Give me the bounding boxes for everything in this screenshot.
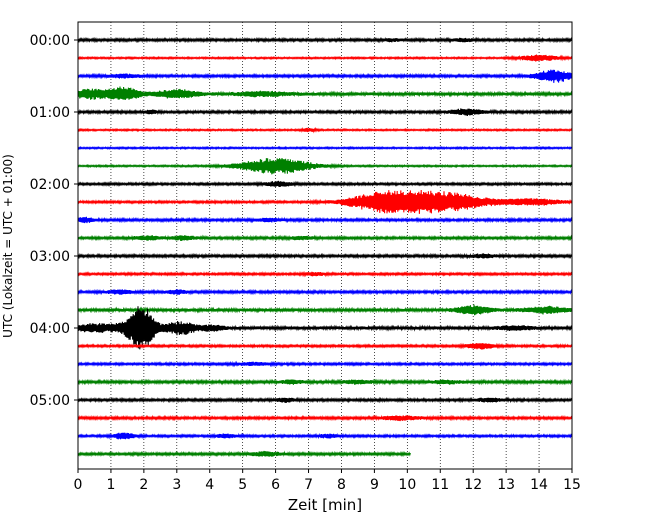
trace-0515 bbox=[77, 414, 573, 422]
trace-0330 bbox=[77, 288, 573, 296]
trace-0300 bbox=[77, 252, 573, 260]
trace-0045 bbox=[77, 86, 573, 100]
x-tick-label: 12 bbox=[464, 477, 482, 493]
trace-0145 bbox=[77, 157, 573, 175]
x-tick-label: 4 bbox=[205, 477, 214, 493]
trace-0315 bbox=[77, 270, 573, 278]
x-tick-label: 9 bbox=[370, 477, 379, 493]
trace-0100 bbox=[77, 108, 573, 116]
trace-0445 bbox=[77, 378, 573, 386]
x-tick-label: 14 bbox=[530, 477, 548, 493]
y-tick-label: 02:00 bbox=[30, 177, 70, 193]
x-gridlines bbox=[110, 22, 540, 469]
x-axis-label: Zeit [min] bbox=[288, 496, 362, 514]
y-tick-label: 03:00 bbox=[30, 249, 70, 265]
y-tick-label: 04:00 bbox=[30, 321, 70, 337]
trace-0545 bbox=[77, 450, 411, 458]
y-tick-label: 00:00 bbox=[30, 33, 70, 49]
y-axis: 00:00 01:00 02:00 03:00 04:00 05:00 bbox=[30, 33, 78, 409]
x-tick-label: 0 bbox=[74, 477, 83, 493]
plot-frame bbox=[77, 21, 573, 470]
trace-0000 bbox=[77, 36, 573, 44]
y-axis-label: UTC (Lokalzeit = UTC + 01:00) bbox=[1, 154, 15, 338]
y-tick-label: 01:00 bbox=[30, 105, 70, 121]
x-tick-label: 15 bbox=[563, 477, 581, 493]
trace-0530 bbox=[77, 432, 573, 440]
x-tick-label: 3 bbox=[172, 477, 181, 493]
trace-0200 bbox=[77, 180, 573, 188]
trace-0030 bbox=[77, 69, 573, 83]
trace-0500 bbox=[77, 396, 573, 404]
x-tick-label: 10 bbox=[398, 477, 416, 493]
trace-0115 bbox=[77, 126, 573, 134]
x-tick-label: 2 bbox=[139, 477, 148, 493]
y-tick-label: 05:00 bbox=[30, 393, 70, 409]
trace-0130 bbox=[77, 145, 573, 151]
x-tick-label: 11 bbox=[431, 477, 449, 493]
trace-0345 bbox=[77, 304, 573, 316]
trace-0230 bbox=[77, 216, 573, 224]
trace-0415 bbox=[77, 342, 573, 350]
trace-0430 bbox=[77, 360, 573, 368]
x-axis: 0 1 2 3 4 5 6 7 8 9 10 11 12 13 14 15 bbox=[74, 469, 581, 493]
seismogram-traces bbox=[77, 36, 573, 458]
trace-0215 bbox=[77, 189, 573, 214]
x-tick-label: 6 bbox=[271, 477, 280, 493]
x-tick-label: 7 bbox=[304, 477, 313, 493]
x-tick-label: 13 bbox=[497, 477, 515, 493]
x-tick-label: 1 bbox=[106, 477, 115, 493]
x-tick-label: 8 bbox=[337, 477, 346, 493]
trace-0015 bbox=[77, 54, 573, 62]
x-tick-label: 5 bbox=[238, 477, 247, 493]
trace-0400 bbox=[77, 306, 573, 350]
trace-0245 bbox=[77, 234, 573, 242]
